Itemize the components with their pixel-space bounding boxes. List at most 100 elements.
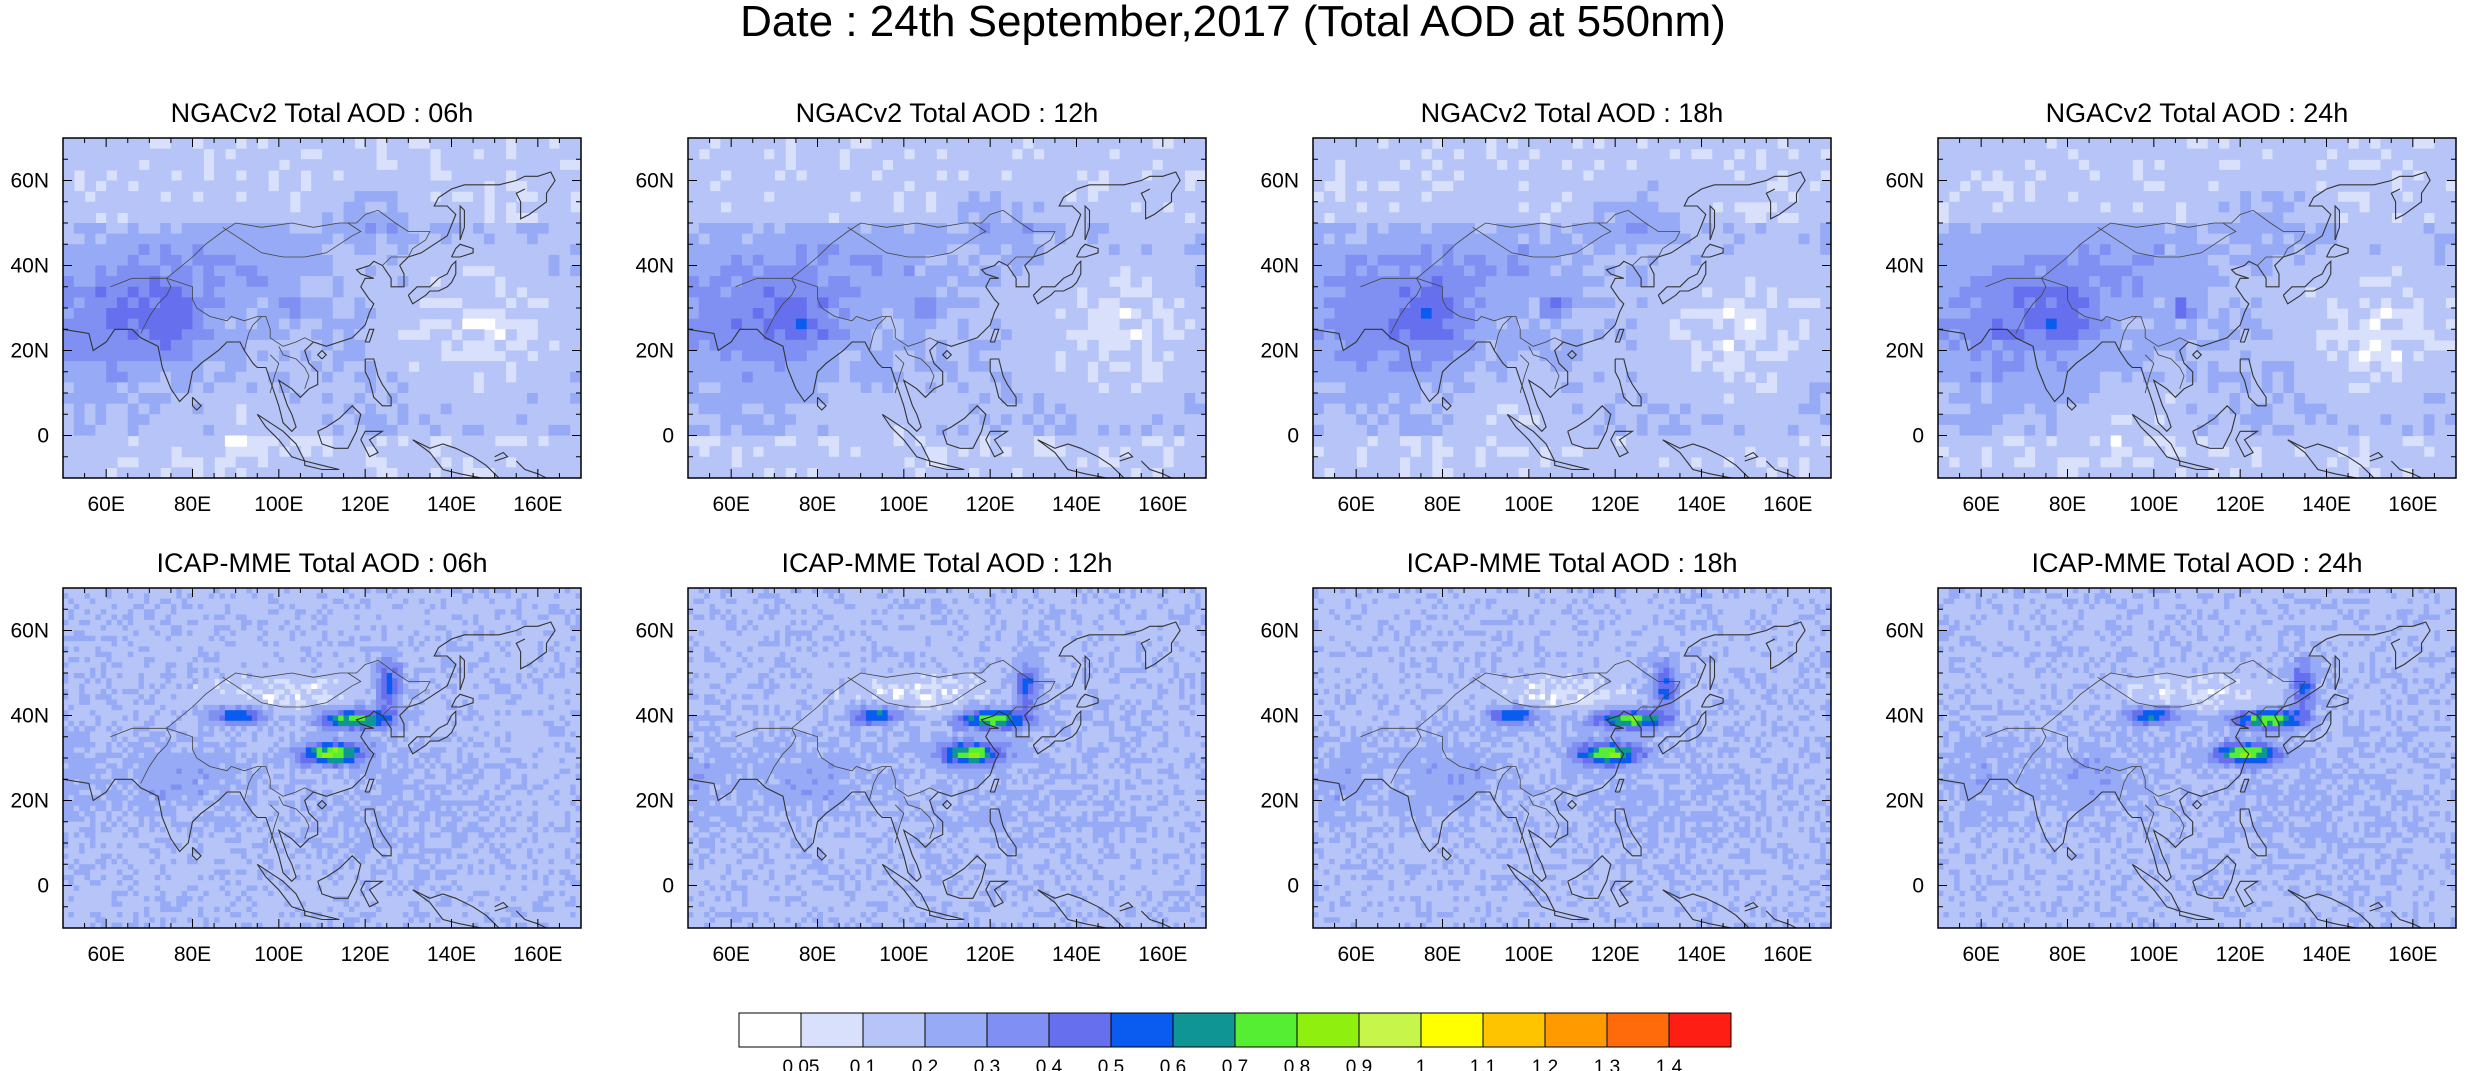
lon-tick-label: 60E (1337, 943, 1374, 966)
panel-title: ICAP-MME Total AOD : 12h (781, 548, 1112, 578)
lon-tick-label: 100E (2129, 943, 2178, 966)
colorbar-label: 0.8 (1284, 1057, 1310, 1071)
colorbar-label: 1 (1416, 1057, 1427, 1071)
map-panel-icap-24: ICAP-MME Total AOD : 24h 60E 80E 100E 120E 14… (1885, 548, 2457, 966)
lon-tick-label: 60E (87, 493, 124, 516)
panel-title: NGACv2 Total AOD : 12h (796, 98, 1099, 128)
lon-tick-label: 60E (712, 493, 749, 516)
colorbar-label: 1.2 (1532, 1057, 1558, 1071)
lon-tick-label: 80E (174, 493, 211, 516)
lat-tick-label: 60N (635, 170, 674, 193)
map-panel-icap-18: ICAP-MME Total AOD : 18h 60E 80E 100E 120E 14… (1260, 548, 1832, 966)
lon-tick-label: 160E (2388, 493, 2437, 516)
coastlines (63, 171, 556, 478)
lon-tick-label: 120E (966, 943, 1015, 966)
lon-tick-label: 120E (966, 493, 1015, 516)
lat-tick-label: 60N (10, 620, 49, 643)
lat-tick-label: 20N (1885, 790, 1924, 813)
lat-tick-label: 20N (1885, 340, 1924, 363)
colorbar-label: 0.5 (1098, 1057, 1124, 1071)
colorbar-box (800, 1012, 864, 1048)
aod-field (688, 138, 1206, 478)
panel-title: ICAP-MME Total AOD : 18h (1406, 548, 1737, 578)
panel-title: NGACv2 Total AOD : 18h (1421, 98, 1724, 128)
lon-tick-label: 60E (712, 943, 749, 966)
lat-tick-label: 40N (1885, 255, 1924, 278)
lon-tick-label: 100E (254, 493, 303, 516)
lon-tick-label: 100E (1504, 943, 1553, 966)
lat-tick-label: 40N (1885, 705, 1924, 728)
colorbar-label: 0.9 (1346, 1057, 1372, 1071)
lat-tick-label: 0 (662, 425, 674, 448)
lat-tick-label: 60N (635, 620, 674, 643)
panel-title: ICAP-MME Total AOD : 24h (2031, 548, 2362, 578)
lon-tick-label: 120E (2216, 943, 2265, 966)
colorbar-label: 0.05 (783, 1057, 820, 1071)
lon-tick-label: 140E (1052, 943, 1101, 966)
lat-tick-label: 60N (1885, 620, 1924, 643)
lon-tick-label: 160E (513, 493, 562, 516)
aod-field (1938, 588, 2456, 928)
lon-tick-label: 80E (1424, 493, 1461, 516)
lat-tick-label: 20N (10, 340, 49, 363)
lat-tick-label: 0 (37, 425, 49, 448)
panel-title: ICAP-MME Total AOD : 06h (156, 548, 487, 578)
lat-tick-label: 40N (635, 705, 674, 728)
lat-tick-label: 40N (10, 705, 49, 728)
lat-tick-label: 0 (662, 875, 674, 898)
colorbar-box (1234, 1012, 1298, 1048)
panel-title: NGACv2 Total AOD : 06h (171, 98, 474, 128)
lon-tick-label: 80E (2049, 493, 2086, 516)
colorbar-label: 0.1 (850, 1057, 876, 1071)
lat-tick-label: 0 (1287, 875, 1299, 898)
colorbar-box (1482, 1012, 1546, 1048)
page-title: Date : 24th September,2017 (Total AOD at… (0, 0, 2466, 46)
map-panel-ngac-24: NGACv2 Total AOD : 24h 60E 80E 100E 120E 140E… (1885, 98, 2457, 516)
lon-tick-label: 60E (1337, 493, 1374, 516)
lat-tick-label: 0 (1287, 425, 1299, 448)
lon-tick-label: 140E (2302, 943, 2351, 966)
lon-tick-label: 120E (341, 493, 390, 516)
lon-tick-label: 160E (1763, 943, 1812, 966)
lon-tick-label: 100E (2129, 493, 2178, 516)
lon-tick-label: 140E (427, 493, 476, 516)
aod-field (63, 138, 581, 478)
lat-tick-label: 20N (1260, 340, 1299, 363)
coastlines (1938, 171, 2431, 478)
lon-tick-label: 120E (341, 943, 390, 966)
colorbar-box (1420, 1012, 1484, 1048)
lon-tick-label: 100E (1504, 493, 1553, 516)
lon-tick-label: 60E (87, 943, 124, 966)
colorbar-box (986, 1012, 1050, 1048)
colorbar-label: 0.2 (912, 1057, 938, 1071)
lat-tick-label: 40N (1260, 705, 1299, 728)
lat-tick-label: 0 (1912, 875, 1924, 898)
lat-tick-label: 40N (635, 255, 674, 278)
lon-tick-label: 100E (254, 943, 303, 966)
colorbar-label: 1.3 (1594, 1057, 1620, 1071)
colorbar-label: 1.1 (1470, 1057, 1496, 1071)
aod-field (688, 588, 1206, 928)
lon-tick-label: 60E (1962, 943, 1999, 966)
lat-tick-label: 20N (10, 790, 49, 813)
lon-tick-label: 140E (2302, 493, 2351, 516)
lat-tick-label: 0 (37, 875, 49, 898)
lon-tick-label: 80E (799, 943, 836, 966)
lon-tick-label: 60E (1962, 493, 1999, 516)
lon-tick-label: 160E (1138, 943, 1187, 966)
lon-tick-label: 140E (1677, 943, 1726, 966)
aod-field (63, 588, 581, 928)
lon-tick-label: 140E (427, 943, 476, 966)
colorbar-label: 1.4 (1656, 1057, 1683, 1071)
colorbar-box (1606, 1012, 1670, 1048)
map-panel-ngac-06: NGACv2 Total AOD : 06h 60E 80E 100E 120E 140E… (10, 98, 582, 516)
lon-tick-label: 120E (1591, 493, 1640, 516)
lat-tick-label: 60N (1260, 170, 1299, 193)
coastlines (688, 171, 1181, 478)
map-panel-icap-06: ICAP-MME Total AOD : 06h 60E 80E 100E 120E 14… (10, 548, 582, 966)
colorbar-boxes (738, 1012, 1732, 1048)
lat-tick-label: 40N (1260, 255, 1299, 278)
aod-field (1938, 138, 2456, 478)
lon-tick-label: 160E (1763, 493, 1812, 516)
